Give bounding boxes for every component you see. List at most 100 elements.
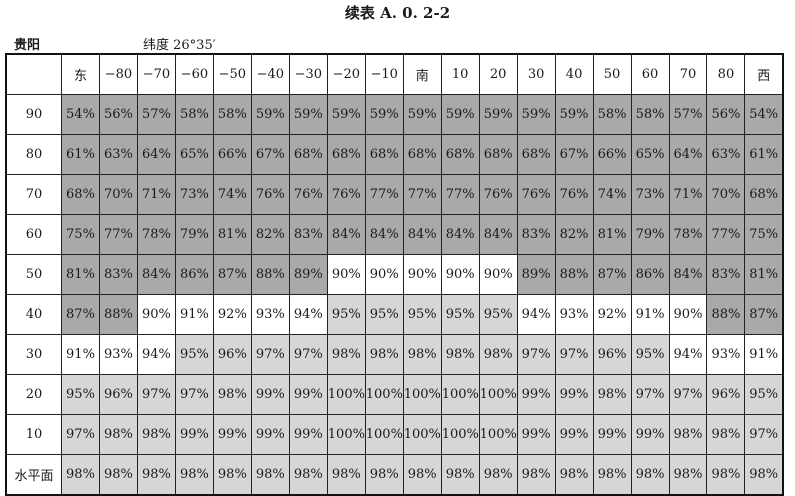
column-header: −70: [136, 53, 176, 95]
value-cell: 58%: [174, 94, 214, 135]
value-cell: 98%: [364, 454, 404, 496]
value-cell: 95%: [402, 294, 442, 335]
value-cell: 90%: [326, 254, 366, 295]
value-cell: 97%: [288, 334, 328, 375]
value-cell: 98%: [402, 334, 442, 375]
value-cell: 66%: [592, 134, 632, 175]
value-cell: 88%: [706, 294, 746, 335]
value-cell: 68%: [61, 174, 100, 215]
value-cell: 59%: [402, 94, 442, 135]
value-cell: 100%: [478, 414, 518, 455]
value-cell: 76%: [516, 174, 556, 215]
value-cell: 76%: [250, 174, 290, 215]
value-cell: 98%: [326, 454, 366, 496]
row-header: 70: [5, 174, 62, 215]
value-cell: 97%: [630, 374, 670, 415]
value-cell: 98%: [288, 454, 328, 496]
column-header: 80: [706, 53, 746, 95]
value-cell: 91%: [174, 294, 214, 335]
column-header: 南: [402, 53, 442, 95]
table-row: 30 91% 93% 94% 95% 96% 97% 97% 98% 98% 98% 98% 98% 97…: [5, 334, 784, 375]
value-cell: 100%: [364, 414, 404, 455]
value-cell: 68%: [440, 134, 480, 175]
table-row: 50 81% 83% 84% 86% 87% 88% 89% 90% 90% 90% 90% 90% 89…: [5, 254, 784, 295]
column-header: 70: [668, 53, 708, 95]
column-header: −80: [98, 53, 138, 95]
value-cell: 84%: [478, 214, 518, 255]
value-cell: 54%: [744, 94, 784, 135]
value-cell: 63%: [706, 134, 746, 175]
row-header: 90: [5, 94, 62, 135]
column-header: −20: [326, 53, 366, 95]
value-cell: 61%: [744, 134, 784, 175]
column-header: −30: [288, 53, 328, 95]
value-cell: 99%: [250, 374, 290, 415]
value-cell: 99%: [174, 414, 214, 455]
value-cell: 93%: [98, 334, 138, 375]
table-row: 20 95% 96% 97% 97% 98% 99% 99% 100% 100% 100% 100% 1…: [5, 374, 784, 415]
value-cell: 54%: [61, 94, 100, 135]
value-cell: 98%: [364, 334, 404, 375]
value-cell: 98%: [478, 334, 518, 375]
row-header: 30: [5, 334, 62, 375]
value-cell: 98%: [212, 454, 252, 496]
value-cell: 98%: [630, 454, 670, 496]
table-row: 70 68% 70% 71% 73% 74% 76% 76% 76% 77% 77% 77% 76% 76…: [5, 174, 784, 215]
value-cell: 76%: [326, 174, 366, 215]
value-cell: 96%: [592, 334, 632, 375]
column-header: −40: [250, 53, 290, 95]
value-cell: 57%: [668, 94, 708, 135]
header-row: 东 −80 −70 −60 −50 −40 −30 −20 −10 南 10 20 30 40 50 60 70…: [5, 53, 784, 95]
value-cell: 90%: [364, 254, 404, 295]
value-cell: 95%: [364, 294, 404, 335]
value-cell: 58%: [212, 94, 252, 135]
value-cell: 68%: [326, 134, 366, 175]
value-cell: 70%: [706, 174, 746, 215]
value-cell: 94%: [668, 334, 708, 375]
row-header: 60: [5, 214, 62, 255]
value-cell: 68%: [288, 134, 328, 175]
value-cell: 87%: [212, 254, 252, 295]
value-cell: 58%: [630, 94, 670, 135]
value-cell: 79%: [174, 214, 214, 255]
value-cell: 78%: [668, 214, 708, 255]
value-cell: 94%: [516, 294, 556, 335]
value-cell: 91%: [61, 334, 100, 375]
value-cell: 98%: [478, 454, 518, 496]
column-header: −60: [174, 53, 214, 95]
value-cell: 99%: [516, 414, 556, 455]
value-cell: 68%: [744, 174, 784, 215]
value-cell: 84%: [402, 214, 442, 255]
value-cell: 74%: [592, 174, 632, 215]
value-cell: 96%: [98, 374, 138, 415]
value-cell: 90%: [136, 294, 176, 335]
value-cell: 64%: [668, 134, 708, 175]
value-cell: 88%: [554, 254, 594, 295]
column-header: 30: [516, 53, 556, 95]
value-cell: 100%: [440, 374, 480, 415]
value-cell: 98%: [554, 454, 594, 496]
value-cell: 77%: [706, 214, 746, 255]
value-cell: 91%: [630, 294, 670, 335]
value-cell: 77%: [402, 174, 442, 215]
column-header: 20: [478, 53, 518, 95]
value-cell: 98%: [516, 454, 556, 496]
value-cell: 81%: [61, 254, 100, 295]
value-cell: 91%: [744, 334, 784, 375]
value-cell: 89%: [288, 254, 328, 295]
value-cell: 82%: [250, 214, 290, 255]
value-cell: 99%: [288, 414, 328, 455]
value-cell: 97%: [744, 414, 784, 455]
value-cell: 93%: [250, 294, 290, 335]
value-cell: 95%: [478, 294, 518, 335]
value-cell: 90%: [668, 294, 708, 335]
value-cell: 56%: [98, 94, 138, 135]
value-cell: 71%: [668, 174, 708, 215]
value-cell: 68%: [478, 134, 518, 175]
value-cell: 98%: [744, 454, 784, 496]
value-cell: 89%: [516, 254, 556, 295]
value-cell: 100%: [478, 374, 518, 415]
value-cell: 67%: [250, 134, 290, 175]
value-cell: 92%: [212, 294, 252, 335]
row-header: 10: [5, 414, 62, 455]
